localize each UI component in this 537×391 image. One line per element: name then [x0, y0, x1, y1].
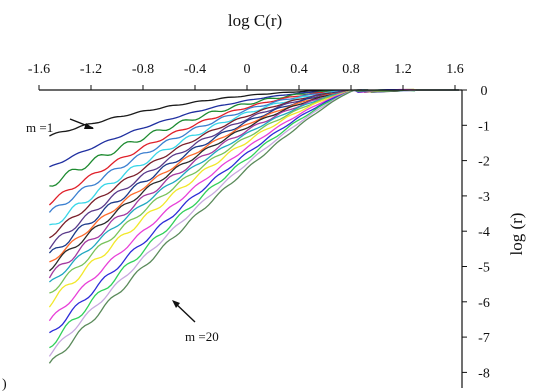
series-line-5 [48, 89, 459, 213]
x-tick-label: 1.2 [394, 62, 412, 77]
series-line-11 [48, 89, 459, 272]
y-tick-label: -1 [478, 119, 490, 134]
y-tick-label: -8 [478, 366, 490, 381]
x-tick-label: 1.6 [446, 62, 464, 77]
y-axis-label: log (r) [507, 213, 526, 256]
arrow-m1 [69, 118, 94, 129]
y-axis: 0 -1 -2 -3 -4 -5 -6 -7 -8 [461, 84, 490, 388]
y-tick-label: -7 [478, 331, 490, 346]
x-tick-label: 0 [244, 62, 251, 77]
y-tick-label: -3 [478, 190, 490, 205]
x-tick-label: 0.8 [342, 62, 360, 77]
curves-layer [48, 88, 459, 364]
series-line-20 [48, 89, 459, 364]
x-tick-label: -0.4 [184, 62, 206, 77]
y-tick-label: -6 [478, 296, 490, 311]
annotation-m1: m =1 [26, 120, 53, 135]
x-axis: -1.6 -1.2 -0.8 -0.4 0 0.4 0.8 1.2 1.6 [28, 62, 464, 91]
y-tick-label: -5 [478, 261, 490, 276]
chart-title: log C(r) [228, 11, 282, 30]
series-line-3 [49, 88, 459, 187]
annotation-m20: m =20 [185, 329, 219, 344]
arrow-m20 [172, 300, 196, 323]
y-tick-label: -2 [478, 155, 490, 170]
series-line-13 [48, 89, 459, 283]
x-tick-label: -0.8 [132, 62, 154, 77]
x-tick-label: 0.4 [290, 62, 308, 77]
x-tick-label: -1.6 [28, 62, 50, 77]
partial-label: ) [2, 377, 7, 391]
x-tick-label: -1.2 [80, 62, 102, 77]
y-tick-label: 0 [481, 84, 488, 99]
y-tick-label: -4 [478, 225, 490, 240]
